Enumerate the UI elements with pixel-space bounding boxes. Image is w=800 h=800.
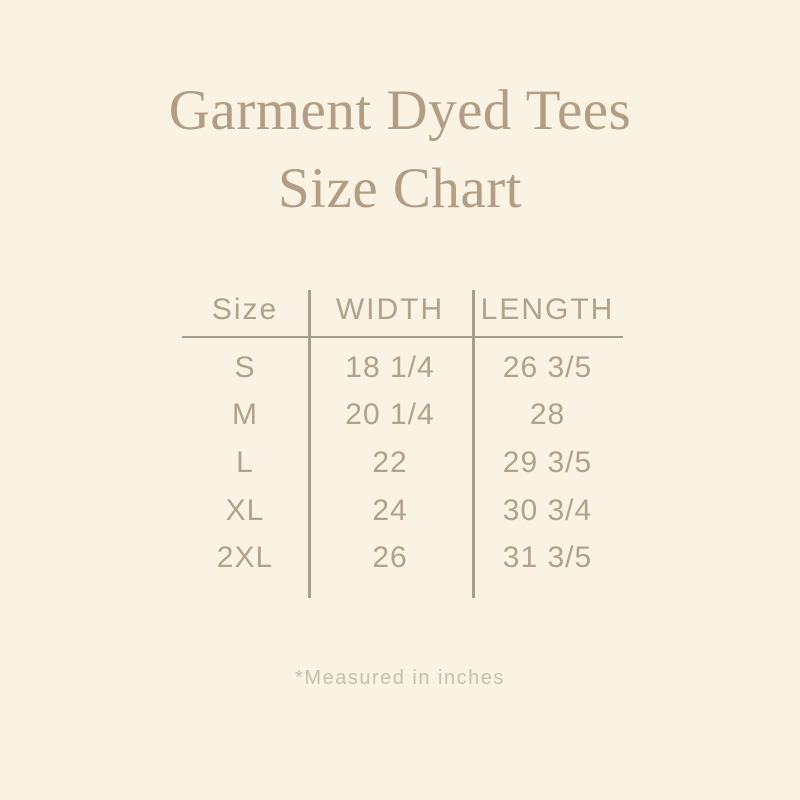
width-value: 18 1/4 (345, 350, 435, 384)
length-value: 26 3/5 (502, 350, 593, 384)
length-value: 28 (529, 398, 566, 432)
measurement-footnote: *Measured in inches (295, 667, 505, 689)
size-value: L (236, 445, 254, 479)
table-row: M 20 1/4 28 (182, 392, 623, 440)
column-header-length: LENGTH (480, 293, 615, 326)
column-header-width: WIDTH (335, 293, 445, 326)
size-chart-table: Size WIDTH LENGTH S 18 1/4 26 3/5 M 20 1… (182, 290, 623, 598)
size-value: M (232, 398, 258, 432)
table-row: S 18 1/4 26 3/5 (182, 344, 623, 392)
length-value: 30 3/4 (502, 493, 593, 527)
length-value: 29 3/5 (502, 445, 593, 479)
page-title: Garment Dyed Tees Size Chart (0, 72, 800, 228)
title-line-2: Size Chart (277, 157, 523, 220)
width-value: 26 (372, 541, 408, 575)
width-value: 22 (372, 445, 408, 479)
column-header-size: Size (211, 293, 279, 326)
size-value: 2XL (216, 541, 274, 575)
table-header-row: Size WIDTH LENGTH (182, 290, 623, 338)
table-row: 2XL 26 31 3/5 (182, 534, 623, 582)
table-body: S 18 1/4 26 3/5 M 20 1/4 28 L 22 29 3/5 … (182, 338, 623, 582)
length-value: 31 3/5 (502, 541, 593, 575)
column-divider-1 (308, 290, 311, 598)
title-line-1: Garment Dyed Tees (168, 79, 632, 142)
width-value: 20 1/4 (345, 398, 435, 432)
table-row: L 22 29 3/5 (182, 439, 623, 487)
table-row: XL 24 30 3/4 (182, 487, 623, 535)
size-value: S (234, 350, 256, 384)
column-divider-2 (472, 290, 475, 598)
size-value: XL (225, 493, 265, 527)
width-value: 24 (372, 493, 408, 527)
